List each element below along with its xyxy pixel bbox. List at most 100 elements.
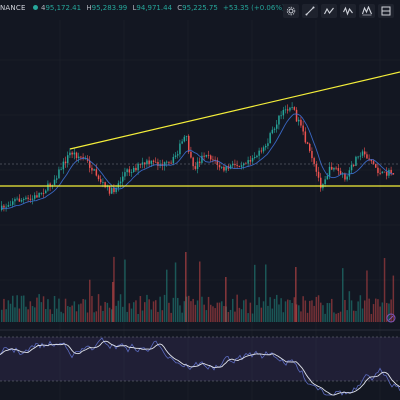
volume-bar <box>115 305 117 322</box>
volume-bar <box>273 298 276 322</box>
candle-body <box>185 135 188 137</box>
candle-body <box>313 158 315 164</box>
candle-body <box>181 141 183 144</box>
volume-bar <box>390 299 392 322</box>
volume-bar <box>170 312 172 322</box>
candle-body <box>372 161 375 165</box>
candle-body <box>201 155 203 163</box>
candle-body <box>379 172 381 174</box>
exchange-label: NANCE <box>0 4 26 12</box>
candle-body <box>102 182 104 183</box>
volume-bar <box>12 295 14 322</box>
volume-bar <box>196 300 199 322</box>
volume-bar <box>20 295 23 322</box>
candle-body <box>29 198 32 200</box>
volume-bar <box>328 303 331 322</box>
volume-bar <box>249 302 252 322</box>
candle-body <box>383 171 386 173</box>
volume-bar <box>232 298 234 322</box>
candle-body <box>23 199 25 201</box>
ohlc-high-value: 95,283.99 <box>91 4 128 12</box>
volume-bar <box>322 305 324 322</box>
candle-body <box>269 133 271 144</box>
candle-body <box>368 158 370 160</box>
candle-body <box>236 165 238 166</box>
volume-bar <box>311 300 313 322</box>
candle-body <box>317 171 320 178</box>
candle-body <box>38 193 40 198</box>
settings-icon[interactable] <box>283 4 299 18</box>
zigzag-icon[interactable] <box>340 4 356 18</box>
volume-bar <box>133 302 135 322</box>
volume-bar <box>157 311 159 322</box>
candle-body <box>78 156 80 159</box>
candle-body <box>69 152 71 156</box>
volume-bar <box>304 300 307 322</box>
volume-bar <box>130 308 133 322</box>
volume-bar <box>271 308 274 322</box>
volume-bar <box>192 298 194 322</box>
ohlc-low-value: 94,971.44 <box>136 4 173 12</box>
candle-body <box>67 155 69 164</box>
volume-bar <box>108 307 111 322</box>
candle-body <box>12 201 14 205</box>
volume-bar <box>238 307 241 322</box>
volume-bar <box>227 312 230 322</box>
volume-bar <box>205 310 208 322</box>
candle-body <box>148 160 150 164</box>
candle-body <box>348 170 351 177</box>
candle-body <box>377 167 379 173</box>
candle-body <box>375 164 377 168</box>
candle-body <box>357 156 359 158</box>
volume-bar <box>245 299 247 322</box>
volume-bar <box>62 313 65 322</box>
candle-body <box>366 154 368 159</box>
candle-body <box>25 197 27 200</box>
candle-body <box>350 164 353 171</box>
volume-bar <box>320 302 322 322</box>
volume-bar <box>188 295 190 322</box>
candle-body <box>353 164 355 166</box>
long-position-icon[interactable] <box>378 4 394 18</box>
volume-bar <box>324 313 326 322</box>
volume-bar <box>23 295 25 322</box>
volume-bar <box>40 302 43 322</box>
volume-spike <box>295 267 297 322</box>
candle-body <box>346 176 348 180</box>
volume-bar <box>179 305 181 322</box>
trend-line-icon[interactable] <box>302 4 318 18</box>
volume-bar <box>218 302 221 322</box>
volume-bar <box>144 302 146 322</box>
volume-bar <box>355 310 357 322</box>
ohlc-close-value: 95,225.75 <box>182 4 218 12</box>
pattern-icon[interactable] <box>359 4 375 18</box>
volume-bar <box>49 309 51 322</box>
candle-body <box>282 109 285 116</box>
zigzag-icon[interactable] <box>321 4 337 18</box>
candle-body <box>386 171 388 176</box>
volume-bar <box>5 309 7 322</box>
volume-bar <box>348 291 351 322</box>
volume-bar <box>344 299 346 322</box>
candle-body <box>18 198 21 202</box>
volume-bar <box>388 303 390 322</box>
candle-body <box>234 163 236 166</box>
volume-bar <box>82 298 84 322</box>
candle-body <box>115 187 117 193</box>
volume-bar <box>267 305 269 322</box>
candle-body <box>36 195 38 198</box>
volume-bar <box>353 310 355 322</box>
volume-bar <box>315 296 318 322</box>
volume-bar <box>212 306 214 322</box>
candle-body <box>108 185 111 194</box>
candle-body <box>298 119 300 122</box>
candle-body <box>326 175 329 180</box>
scroll-icon <box>386 313 396 323</box>
volume-bar <box>229 309 232 322</box>
candle-body <box>64 161 67 164</box>
volume-bar <box>306 312 309 322</box>
volume-bar <box>199 261 201 322</box>
volume-bar <box>34 307 36 322</box>
